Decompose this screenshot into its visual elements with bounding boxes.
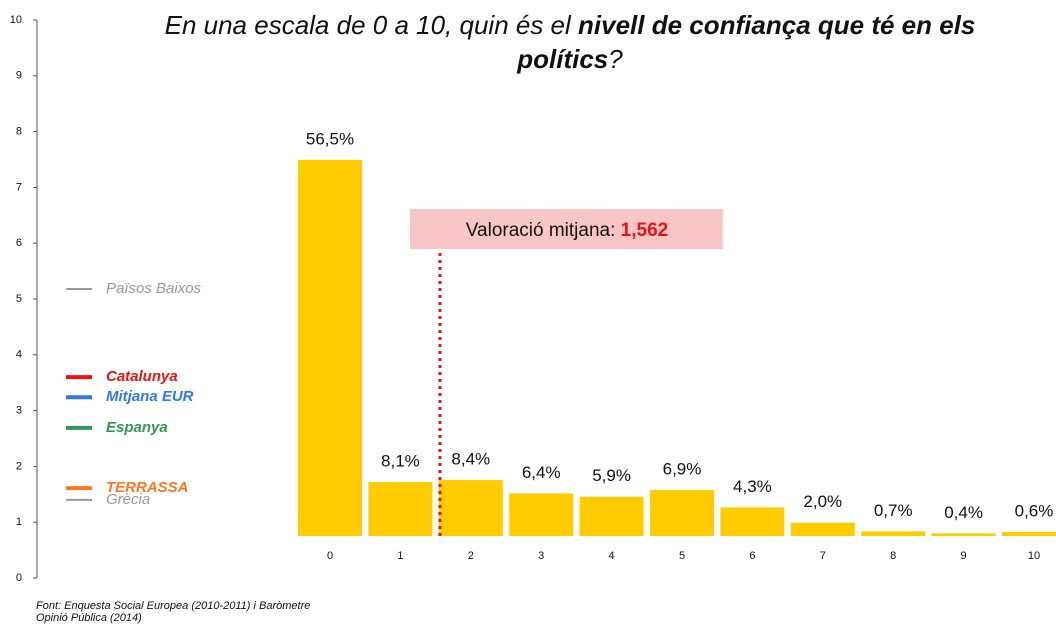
- source: Font: Enquesta Social Europea (2010-2011…: [36, 600, 311, 624]
- bar: [368, 482, 433, 536]
- title-part: ?: [608, 44, 623, 74]
- marker-label: Grècia: [106, 491, 150, 508]
- value-label: 6,9%: [663, 460, 702, 479]
- x-tick-label: 6: [749, 550, 755, 562]
- y-tick-label: 6: [16, 237, 22, 249]
- title-part-bold: nivell de confiança que té en els políti…: [517, 10, 976, 74]
- x-tick-label: 9: [961, 550, 967, 562]
- annotation-text: Valoració mitjana: 1,562: [466, 220, 668, 241]
- y-tick-label: 1: [16, 516, 22, 528]
- bar: [720, 507, 785, 536]
- y-tick-label: 7: [16, 181, 22, 193]
- bar: [438, 480, 503, 536]
- bar: [931, 533, 996, 536]
- marker-label: Mitjana EUR: [106, 388, 194, 405]
- value-label: 8,1%: [381, 452, 420, 471]
- value-label: 2,0%: [803, 492, 842, 511]
- y-tick-label: 10: [10, 14, 22, 26]
- x-tick-label: 2: [468, 550, 474, 562]
- marker-label: Països Baixos: [106, 280, 202, 297]
- x-tick-label: 10: [1028, 550, 1040, 562]
- marker-label: Espanya: [106, 419, 168, 436]
- chart-title: En una escala de 0 a 10, quin és el nive…: [130, 8, 1010, 76]
- value-label: 8,4%: [451, 450, 490, 469]
- x-tick-label: 4: [609, 550, 615, 562]
- annotation-label: Valoració mitjana:: [466, 220, 621, 241]
- x-tick-label: 8: [890, 550, 896, 562]
- value-label: 56,5%: [306, 129, 354, 148]
- value-label: 0,4%: [944, 503, 983, 522]
- value-label: 4,3%: [733, 477, 772, 496]
- value-label: 5,9%: [592, 466, 631, 485]
- x-tick-label: 5: [679, 550, 685, 562]
- bar: [509, 493, 574, 536]
- x-tick-label: 7: [820, 550, 826, 562]
- bar: [298, 159, 362, 536]
- y-tick-label: 0: [16, 572, 22, 584]
- x-tick-label: 0: [327, 550, 333, 562]
- y-tick-label: 3: [16, 405, 22, 417]
- value-label: 0,6%: [1015, 501, 1054, 520]
- bar: [579, 496, 644, 536]
- marker-label: TERRASSA: [106, 479, 189, 496]
- y-tick-label: 9: [16, 70, 22, 82]
- bar: [1002, 532, 1056, 536]
- value-label: 6,4%: [522, 463, 561, 482]
- marker-label: Catalunya: [106, 368, 178, 385]
- y-tick-label: 4: [16, 349, 22, 361]
- bar: [650, 490, 714, 536]
- value-label: 0,7%: [874, 501, 913, 520]
- annotation-value: 1,562: [621, 220, 669, 241]
- annotation-box: [410, 209, 723, 249]
- x-tick-label: 1: [397, 550, 403, 562]
- bar: [790, 522, 855, 536]
- y-tick-label: 8: [16, 126, 22, 138]
- x-tick-label: 3: [538, 550, 544, 562]
- title-part: En una escala de 0 a 10, quin és el: [164, 10, 579, 40]
- y-tick-label: 2: [16, 460, 22, 472]
- y-tick-label: 5: [16, 293, 22, 305]
- bar: [861, 531, 926, 536]
